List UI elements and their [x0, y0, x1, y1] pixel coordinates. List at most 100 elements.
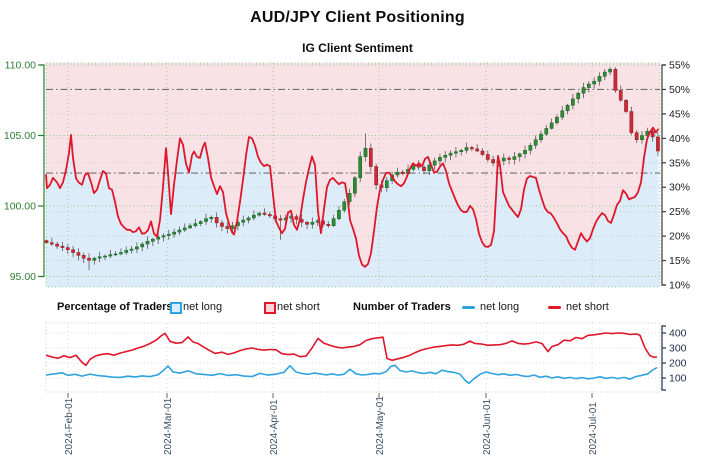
price-tick-label: 95.00: [10, 271, 36, 283]
candle-body: [60, 245, 65, 248]
legend-group-percentage: Percentage of Traders: [57, 301, 173, 313]
net-short-square-icon: [264, 302, 276, 314]
candle-body: [491, 159, 495, 164]
pct-tick-label: 30%: [669, 182, 690, 194]
net-long-square-icon: [170, 302, 182, 314]
candle-body: [81, 255, 86, 259]
candle-body: [55, 243, 59, 247]
candle-body: [608, 68, 612, 73]
candle-body: [384, 180, 389, 188]
candle-body: [113, 253, 118, 256]
candle-body: [305, 221, 309, 225]
candle-body: [544, 128, 549, 135]
dashdot-levels: [46, 88, 660, 174]
candle-body: [443, 154, 448, 158]
candle-body: [257, 212, 262, 216]
legend-label-num-net-long: net long: [480, 301, 520, 313]
pct-tick-label: 25%: [669, 206, 690, 218]
candle-body: [44, 240, 49, 243]
candle-body: [124, 250, 129, 253]
date-tick-label: 2024-May-01: [375, 396, 386, 455]
candle-body: [177, 229, 182, 233]
legend-label-pct-net-short: net short: [277, 301, 320, 313]
candle-body: [634, 132, 639, 140]
candle-body: [246, 217, 251, 221]
candle-body: [438, 157, 442, 162]
pct-tick-label: 45%: [669, 108, 690, 120]
candle-body: [432, 160, 437, 166]
candle-body: [145, 241, 150, 245]
pct-tick-label: 10%: [669, 280, 690, 292]
candle-body: [565, 104, 570, 112]
candle-body: [363, 147, 368, 157]
candle-body: [533, 139, 538, 146]
net-short-pct-line: [45, 126, 659, 268]
candle-body: [517, 153, 522, 157]
legend-label-num-net-short: net short: [566, 301, 609, 313]
candle-body: [198, 221, 203, 224]
candle-body: [225, 226, 230, 229]
candle-body: [65, 247, 70, 250]
candle-body: [342, 201, 347, 211]
candle-body: [480, 150, 485, 155]
candle-body: [331, 218, 336, 226]
candle-body: [528, 145, 533, 151]
candle-body: [294, 216, 299, 220]
candle-body: [129, 248, 134, 251]
candle-body: [624, 100, 628, 112]
candle-body: [358, 156, 363, 179]
candle-body: [459, 150, 464, 152]
pct-tick-label: 35%: [669, 157, 690, 169]
price-tick-label: 100.00: [4, 201, 36, 213]
date-tick-label: 2024-Jul-01: [588, 402, 599, 455]
pct-tick-label: 40%: [669, 133, 690, 145]
candle-body: [618, 90, 623, 101]
candle-body: [650, 131, 655, 138]
candle-body: [656, 136, 660, 152]
candle-body: [427, 164, 432, 172]
date-axis: 2024-Feb-01 2024-Mar-01 2024-Apr-01 2024-Ma…: [64, 393, 599, 455]
candle-body: [182, 227, 187, 231]
candle-body: [512, 156, 517, 160]
candle-body: [464, 147, 469, 151]
candle-body: [539, 133, 543, 140]
number-of-traders-chart: 400 300 200 100: [45, 322, 687, 393]
pct-tick-label: 15%: [669, 255, 690, 267]
net-long-count-line: [45, 364, 658, 385]
candle-body: [507, 157, 511, 160]
candle-body: [166, 233, 171, 236]
candle-body: [252, 214, 256, 219]
candle-body: [571, 98, 575, 106]
candle-body: [204, 218, 208, 222]
candle-body: [161, 235, 166, 238]
candle-body: [150, 238, 155, 242]
candle-body: [214, 217, 219, 224]
chart-legend: Percentage of Traders net long net short…: [0, 299, 715, 315]
candle-body: [353, 177, 357, 194]
price-tick-label: 110.00: [5, 60, 36, 72]
candle-body: [613, 68, 618, 91]
candle-body: [454, 151, 458, 154]
candle-body: [209, 217, 214, 219]
candle-body: [422, 166, 426, 172]
date-tick-label: 2024-Mar-01: [163, 397, 174, 455]
candle-body: [640, 135, 644, 140]
candle-body: [629, 111, 634, 133]
candle-body: [97, 256, 102, 259]
sentiment-zones: [46, 63, 660, 287]
candle-body: [576, 92, 581, 100]
pct-tick-label: 50%: [669, 84, 690, 96]
candle-body: [395, 171, 400, 176]
candle-body: [560, 110, 565, 118]
candle-body: [448, 152, 453, 156]
candle-body: [549, 122, 554, 129]
candle-body: [485, 154, 490, 160]
count-tick-label: 400: [669, 328, 687, 340]
candle-body: [337, 209, 341, 219]
candle-body: [368, 147, 373, 167]
candle-body: [310, 221, 315, 225]
candle-body: [597, 76, 602, 82]
candle-body: [400, 171, 405, 174]
candle-body: [156, 236, 161, 240]
